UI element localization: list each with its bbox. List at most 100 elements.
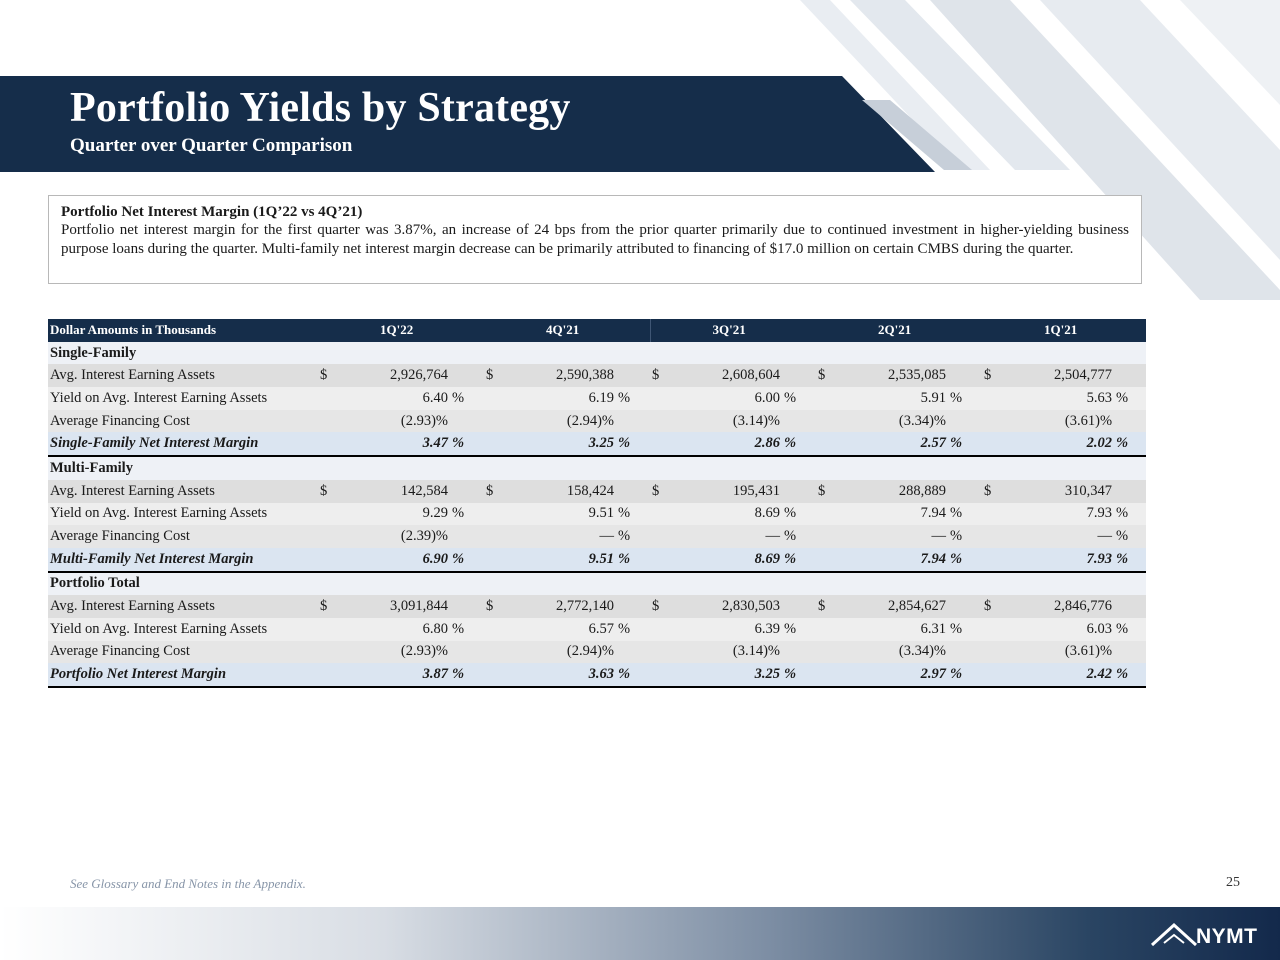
currency-symbol — [318, 617, 344, 641]
cell-suffix — [1114, 409, 1147, 433]
cell-value: (3.34)% — [842, 409, 949, 433]
table-row: Average Financing Cost (2.39)% —% —% —% —% — [48, 525, 1147, 548]
row-label: Average Financing Cost — [48, 525, 318, 548]
cell-value: 2,590,388 — [510, 364, 617, 388]
table-row: Average Financing Cost (2.93)% (2.94)% (3.1… — [48, 409, 1147, 433]
currency-symbol: $ — [484, 595, 511, 618]
cell-value: 288,889 — [842, 479, 949, 503]
currency-symbol — [650, 432, 677, 458]
cell-value: 6.80 — [344, 617, 450, 641]
cell-value: 3,091,844 — [344, 595, 450, 618]
cell-value: (3.61)% — [1008, 640, 1115, 664]
section-header-row: Multi-Family — [48, 456, 1147, 480]
column-header-3q21: 3Q'21 — [649, 319, 817, 342]
table-body: Single-Family Avg. Interest Earning Asset… — [48, 341, 1147, 688]
cell-value: (2.94)% — [510, 409, 617, 433]
currency-symbol — [982, 663, 1009, 688]
cell-suffix: % — [948, 502, 983, 526]
cell-value: — — [842, 525, 949, 548]
currency-symbol — [318, 525, 344, 548]
table-row: Yield on Avg. Interest Earning Assets 6.4… — [48, 387, 1147, 410]
cell-suffix: % — [616, 502, 651, 526]
currency-symbol — [650, 525, 677, 548]
cell-suffix — [1114, 364, 1147, 388]
cell-suffix — [782, 479, 817, 503]
page-subtitle: Quarter over Quarter Comparison — [70, 135, 353, 156]
row-label: Average Financing Cost — [48, 640, 318, 664]
currency-symbol — [816, 617, 843, 641]
cell-value: 2.86 — [676, 432, 783, 458]
row-label: Yield on Avg. Interest Earning Assets — [48, 617, 318, 641]
cell-suffix: % — [1114, 525, 1147, 548]
currency-symbol: $ — [816, 479, 843, 503]
cell-value: 158,424 — [510, 479, 617, 503]
cell-suffix — [450, 479, 485, 503]
cell-suffix: % — [782, 525, 817, 548]
currency-symbol: $ — [650, 364, 677, 388]
cell-value: — — [1008, 525, 1115, 548]
currency-symbol — [650, 547, 677, 573]
cell-suffix: % — [782, 663, 817, 688]
cell-suffix: % — [782, 547, 817, 573]
cell-suffix: % — [450, 547, 485, 573]
cell-value: 2,830,503 — [676, 595, 783, 618]
currency-symbol: $ — [982, 364, 1009, 388]
cell-value: 6.57 — [510, 617, 617, 641]
cell-value: 6.40 — [344, 387, 450, 410]
cell-value: 2.57 — [842, 432, 949, 458]
section-header-row: Portfolio Total — [48, 571, 1147, 596]
table-header-row: Dollar Amounts in Thousands 1Q'22 4Q'21 … — [48, 319, 1147, 342]
cell-suffix: % — [948, 387, 983, 410]
currency-symbol — [982, 502, 1009, 526]
currency-symbol — [816, 640, 843, 664]
cell-value: 7.93 — [1008, 502, 1115, 526]
commentary-box: Portfolio Net Interest Margin (1Q’22 vs … — [48, 195, 1142, 284]
cell-suffix — [1114, 595, 1147, 618]
cell-suffix: % — [616, 387, 651, 410]
cell-suffix — [616, 640, 651, 664]
cell-suffix — [1114, 640, 1147, 664]
cell-suffix — [948, 364, 983, 388]
cell-suffix — [616, 479, 651, 503]
row-label: Average Financing Cost — [48, 409, 318, 433]
cell-value: 195,431 — [676, 479, 783, 503]
cell-value: 6.03 — [1008, 617, 1115, 641]
currency-symbol — [318, 547, 344, 573]
cell-value: 5.91 — [842, 387, 949, 410]
cell-value: 2.02 — [1008, 432, 1115, 458]
cell-suffix: % — [948, 663, 983, 688]
cell-suffix — [948, 640, 983, 664]
cell-value: 8.69 — [676, 547, 783, 573]
currency-symbol — [982, 409, 1009, 433]
footnote: See Glossary and End Notes in the Append… — [70, 876, 306, 891]
cell-suffix: % — [450, 387, 485, 410]
currency-symbol — [982, 640, 1009, 664]
cell-suffix: % — [616, 547, 651, 573]
column-header-2q21: 2Q'21 — [816, 319, 983, 342]
section-title: Multi-Family — [48, 456, 1147, 480]
cell-value: 9.51 — [510, 547, 617, 573]
currency-symbol — [982, 387, 1009, 410]
currency-symbol — [318, 409, 344, 433]
currency-symbol — [982, 547, 1009, 573]
currency-symbol — [484, 547, 511, 573]
cell-value: 310,347 — [1008, 479, 1115, 503]
row-label: Portfolio Net Interest Margin — [48, 663, 318, 688]
cell-value: 7.94 — [842, 547, 949, 573]
column-header-1q22: 1Q'22 — [318, 319, 485, 342]
cell-value: 142,584 — [344, 479, 450, 503]
currency-symbol: $ — [318, 595, 344, 618]
cell-value: 3.25 — [676, 663, 783, 688]
cell-value: (2.93)% — [344, 409, 450, 433]
net-interest-margin-row: Multi-Family Net Interest Margin 6.90% 9.5… — [48, 547, 1147, 573]
currency-symbol — [650, 663, 677, 688]
cell-suffix: % — [450, 432, 485, 458]
cell-suffix — [782, 364, 817, 388]
table-row: Average Financing Cost (2.93)% (2.94)% (3.1… — [48, 640, 1147, 664]
currency-symbol — [816, 663, 843, 688]
currency-symbol — [484, 617, 511, 641]
currency-symbol — [816, 432, 843, 458]
currency-symbol: $ — [318, 364, 344, 388]
table-row: Avg. Interest Earning Assets $142,584 $158… — [48, 479, 1147, 503]
cell-suffix — [616, 364, 651, 388]
